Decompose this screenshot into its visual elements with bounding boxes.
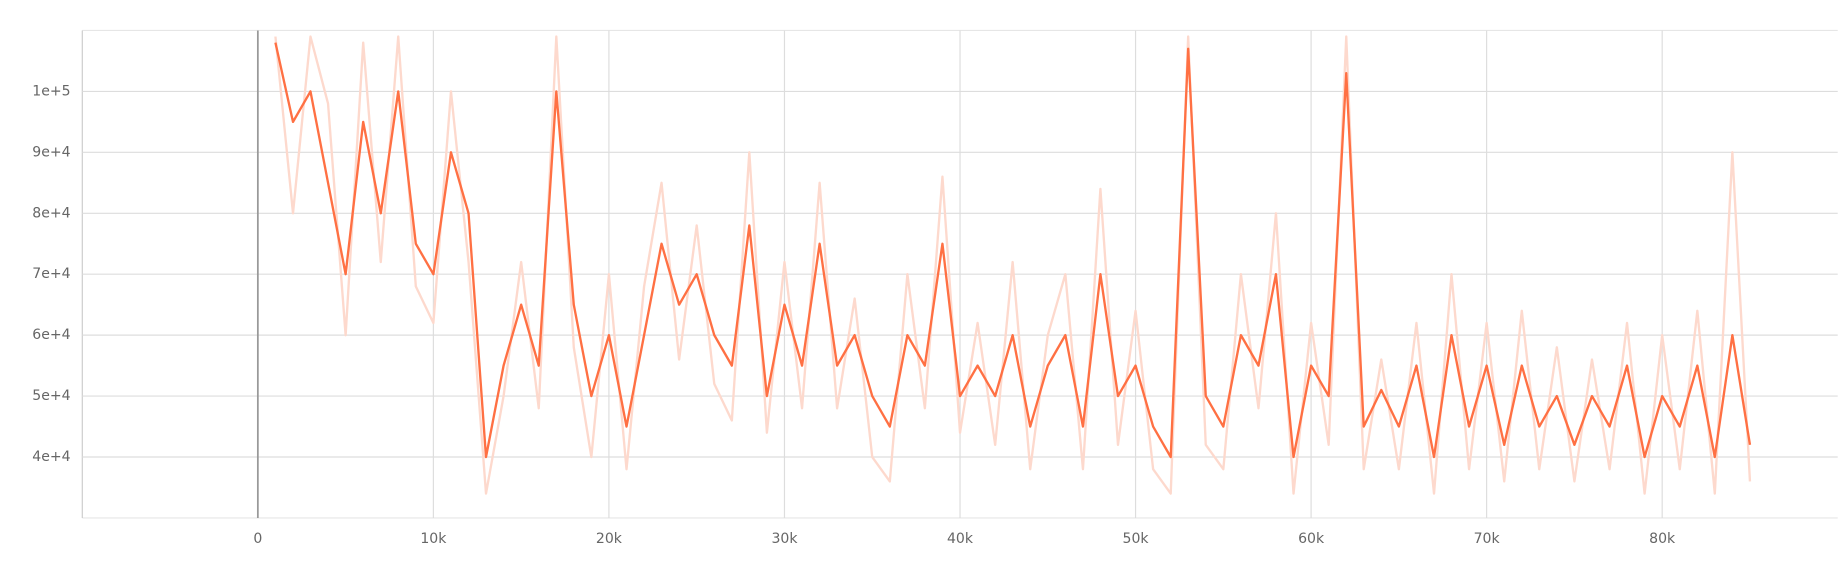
x-tick-label: 20k [596, 531, 623, 547]
x-tick-label: 10k [420, 531, 447, 547]
x-tick-label: 40k [947, 531, 974, 547]
x-tick-label: 70k [1474, 531, 1501, 547]
plot-area [274, 35, 1752, 495]
y-tick-label: 5e+4 [32, 388, 70, 404]
y-tick-label: 4e+4 [32, 449, 70, 465]
y-tick-label: 8e+4 [32, 205, 70, 221]
series-line [274, 35, 1752, 495]
y-tick-label: 9e+4 [32, 144, 70, 160]
y-tick-label: 6e+4 [32, 327, 70, 343]
x-tick-label: 80k [1649, 531, 1676, 547]
y-tick-label: 7e+4 [32, 266, 70, 282]
x-tick-label: 50k [1123, 531, 1150, 547]
x-tick-label: 30k [771, 531, 798, 547]
x-tick-label: 0 [253, 531, 262, 547]
series-line [274, 42, 1752, 459]
y-tick-label: 1e+5 [32, 83, 70, 99]
labels: 4e+4 5e+4 6e+4 7e+4 8e+4 9e+4 1e+5 0 10k 20k 30k 40… [32, 83, 1676, 547]
x-tick-label: 60k [1298, 531, 1325, 547]
